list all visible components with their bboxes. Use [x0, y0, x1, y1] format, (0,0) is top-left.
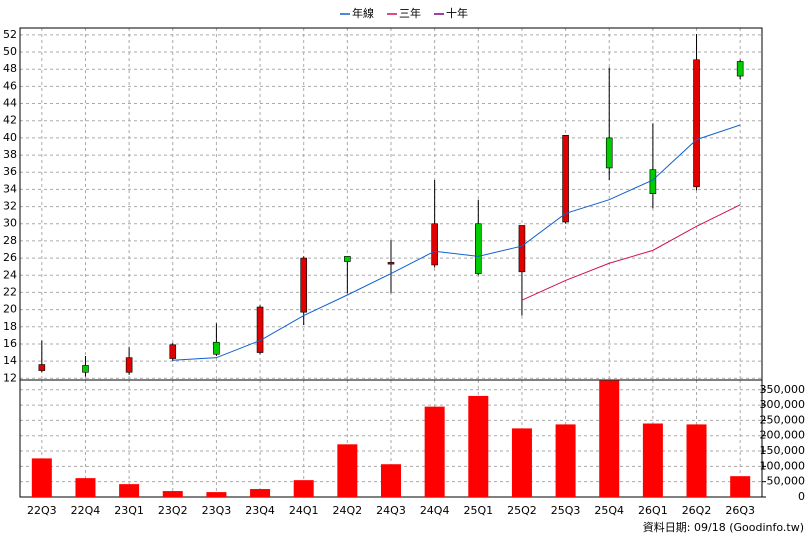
- y-tick-label: 16: [3, 337, 17, 350]
- x-tick-label: 24Q1: [289, 504, 319, 517]
- x-tick-label: 23Q3: [202, 504, 232, 517]
- x-tick-label: 22Q3: [27, 504, 57, 517]
- volume-bar: [468, 395, 489, 497]
- y2-tick-label: 300,000: [760, 398, 806, 411]
- candle-body: [693, 59, 700, 188]
- volume-bar: [293, 480, 314, 497]
- candle-body: [649, 169, 657, 194]
- y-tick-label: 26: [3, 251, 17, 264]
- candle-body: [387, 262, 395, 265]
- y2-tick-label: 350,000: [760, 383, 806, 396]
- y-tick-label: 18: [3, 320, 17, 333]
- candle-body: [474, 223, 482, 274]
- average-line: [521, 204, 741, 301]
- candle-body: [125, 357, 133, 373]
- y-tick-label: 24: [3, 268, 17, 281]
- x-tick-label: 26Q2: [682, 504, 712, 517]
- volume-bar: [730, 476, 751, 497]
- candle-body: [736, 61, 744, 77]
- y-tick-label: 28: [3, 234, 17, 247]
- y-tick-label: 40: [3, 131, 17, 144]
- x-tick-label: 26Q1: [638, 504, 668, 517]
- x-tick-label: 23Q1: [114, 504, 144, 517]
- volume-bar: [250, 489, 271, 497]
- y-tick-label: 38: [3, 148, 17, 161]
- legend-label: 三年: [399, 6, 421, 20]
- source-note: 資料日期: 09/18 (Goodinfo.tw): [643, 520, 804, 534]
- candle-body: [213, 341, 220, 355]
- x-tick-label: 24Q2: [333, 504, 363, 517]
- x-tick-label: 25Q1: [463, 504, 493, 517]
- x-tick-label: 25Q4: [594, 504, 624, 517]
- volume-bar: [119, 484, 140, 497]
- y-tick-label: 50: [3, 45, 17, 58]
- volume-bar: [206, 492, 227, 497]
- y2-tick-label: 250,000: [760, 413, 806, 426]
- candle-body: [518, 225, 526, 273]
- candle-body: [300, 257, 308, 313]
- y-tick-label: 52: [3, 28, 17, 41]
- x-tick-label: 24Q4: [420, 504, 450, 517]
- y-tick-label: 46: [3, 79, 17, 92]
- volume-bar: [337, 444, 358, 497]
- volume-bar: [555, 424, 576, 497]
- y2-tick-label: 150,000: [760, 444, 806, 457]
- candle-body: [344, 256, 351, 262]
- y-tick-label: 20: [3, 303, 17, 316]
- y-tick-label: 34: [3, 182, 17, 195]
- y-tick-label: 32: [3, 200, 17, 213]
- candle-body: [82, 365, 89, 373]
- volume-bar: [686, 424, 707, 497]
- volume-bar: [381, 464, 401, 497]
- candle-body: [38, 364, 46, 371]
- x-tick-label: 24Q3: [376, 504, 406, 517]
- y2-tick-label: 200,000: [760, 429, 806, 442]
- y-tick-label: 42: [3, 114, 17, 127]
- candle-body: [169, 344, 177, 359]
- y-tick-label: 30: [3, 217, 17, 230]
- y2-tick-label: 50,000: [767, 475, 806, 488]
- average-line: [172, 124, 741, 361]
- y-tick-label: 36: [3, 165, 17, 178]
- y-tick-label: 22: [3, 285, 17, 298]
- volume-bar: [31, 458, 52, 497]
- volume-bar: [642, 423, 663, 497]
- legend-label: 年線: [352, 6, 374, 20]
- x-tick-label: 23Q4: [245, 504, 275, 517]
- candle-body: [256, 306, 264, 353]
- y-tick-label: 14: [3, 354, 17, 367]
- volume-bar: [75, 478, 96, 497]
- volume-bar: [424, 406, 445, 497]
- candle-body: [562, 135, 569, 223]
- candle-body: [605, 137, 613, 169]
- x-tick-label: 25Q3: [551, 504, 581, 517]
- legend-label: 十年: [446, 6, 468, 20]
- y-tick-label: 48: [3, 62, 17, 75]
- y2-tick-label: 100,000: [760, 459, 806, 472]
- volume-bar: [599, 380, 620, 497]
- x-tick-label: 23Q2: [158, 504, 188, 517]
- volume-bar: [162, 491, 183, 497]
- x-tick-label: 26Q3: [725, 504, 755, 517]
- candle-body: [431, 223, 438, 266]
- x-tick-label: 25Q2: [507, 504, 537, 517]
- x-tick-label: 22Q4: [71, 504, 101, 517]
- y-tick-label: 12: [3, 371, 17, 384]
- y2-tick-label: 0: [798, 490, 805, 503]
- volume-bar: [511, 428, 532, 497]
- y-tick-label: 44: [3, 97, 17, 110]
